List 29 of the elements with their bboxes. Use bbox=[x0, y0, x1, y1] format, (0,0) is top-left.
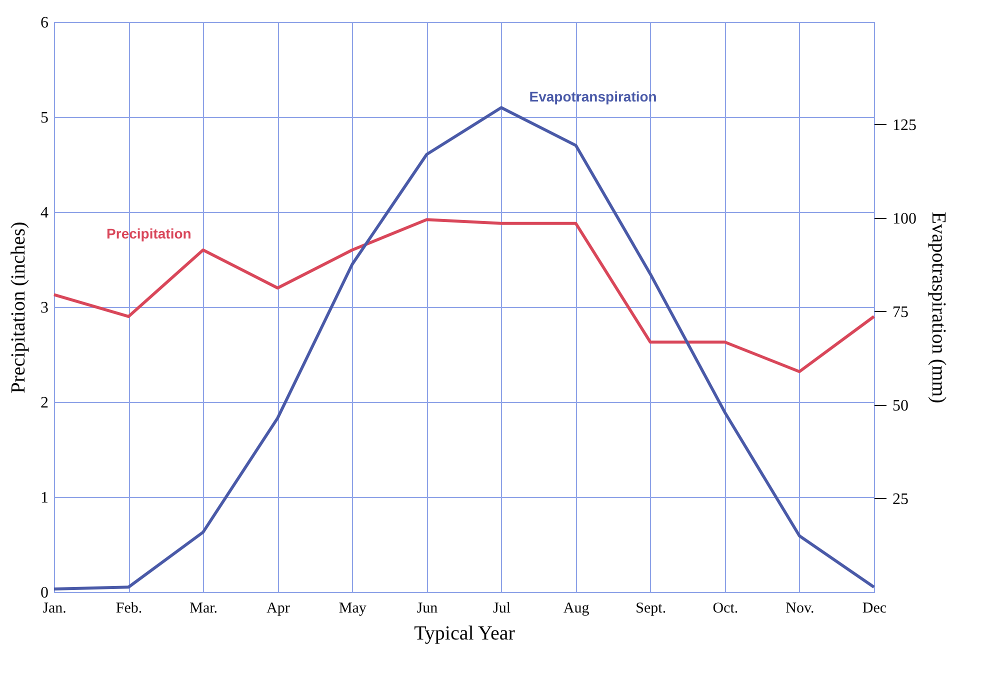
y-tick-label: 3 bbox=[40, 300, 48, 316]
x-tick-label: Jul bbox=[493, 600, 511, 616]
x-tick-label: Nov. bbox=[786, 600, 814, 616]
y-tick-label: 0 bbox=[40, 584, 48, 602]
y-tick-label: 2 bbox=[40, 394, 48, 412]
y-tick-label: 1 bbox=[40, 490, 48, 506]
x-tick-label: Dec bbox=[862, 600, 887, 616]
y2-tick-label: 125 bbox=[892, 116, 916, 134]
y-tick-label: 4 bbox=[40, 204, 48, 222]
y2-tick-label: 100 bbox=[892, 210, 916, 228]
x-tick-label: May bbox=[338, 600, 367, 616]
y2-tick-label: 75 bbox=[892, 304, 908, 321]
x-tick-label: Apr bbox=[266, 600, 290, 616]
x-tick-label: Mar. bbox=[190, 600, 218, 616]
y-tick-label: 5 bbox=[40, 110, 48, 126]
y-tick-label: 6 bbox=[40, 14, 48, 32]
x-tick-label: Sept. bbox=[636, 600, 666, 616]
y2-tick-label: 50 bbox=[892, 397, 908, 414]
x-tick-label: Jan. bbox=[42, 600, 66, 616]
x-tick-label: Feb. bbox=[116, 600, 142, 616]
x-tick-label: Oct. bbox=[712, 600, 738, 616]
line-series bbox=[52, 218, 876, 374]
x-tick-label: Jun bbox=[416, 600, 438, 616]
x-axis-title: Typical Year bbox=[414, 622, 516, 644]
y2-axis-title: Evapotraspiration (mm) bbox=[928, 212, 950, 404]
line-series bbox=[52, 106, 876, 591]
y-axis-title: Precipitation (inches) bbox=[8, 222, 30, 394]
x-tick-label: Aug bbox=[563, 600, 590, 616]
y2-tick-label: 25 bbox=[892, 490, 908, 508]
